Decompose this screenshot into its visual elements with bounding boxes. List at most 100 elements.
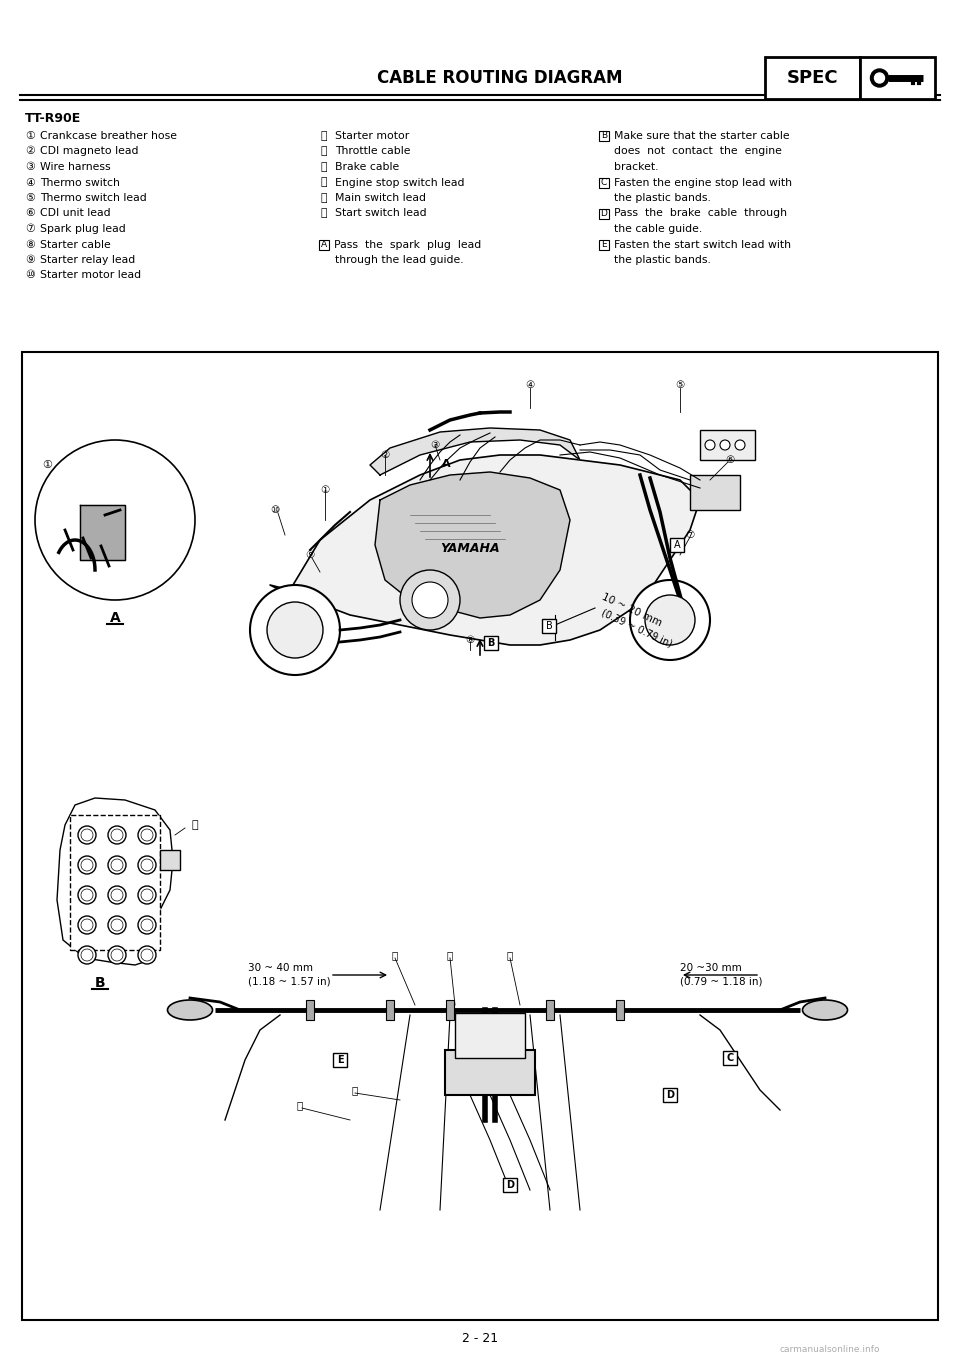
Circle shape <box>78 885 96 904</box>
Text: CABLE ROUTING DIAGRAM: CABLE ROUTING DIAGRAM <box>377 69 623 87</box>
Bar <box>700 430 755 460</box>
Text: A: A <box>109 611 120 625</box>
Ellipse shape <box>167 999 212 1020</box>
Text: ①: ① <box>321 485 329 496</box>
Bar <box>599 178 609 187</box>
Text: ⑬: ⑬ <box>446 951 453 960</box>
Circle shape <box>412 583 448 618</box>
Bar <box>503 1177 517 1192</box>
Text: ②: ② <box>380 449 390 460</box>
Polygon shape <box>370 428 580 475</box>
Text: ⑨: ⑨ <box>305 550 315 559</box>
Text: Fasten the start switch lead with: Fasten the start switch lead with <box>614 239 791 250</box>
Text: bracket.: bracket. <box>614 162 659 172</box>
Circle shape <box>138 856 156 875</box>
Text: ⑧: ⑧ <box>466 636 474 645</box>
Text: Crankcase breather hose: Crankcase breather hose <box>40 130 177 141</box>
Text: ⑮: ⑮ <box>297 1100 303 1109</box>
Text: D: D <box>506 1180 514 1190</box>
Text: B: B <box>601 132 607 140</box>
Text: Make sure that the starter cable: Make sure that the starter cable <box>614 130 790 141</box>
Bar <box>599 209 609 219</box>
Bar <box>484 636 498 650</box>
Text: ⑦: ⑦ <box>685 530 695 540</box>
Text: ⑤: ⑤ <box>676 380 684 390</box>
Bar <box>333 1052 347 1067</box>
Bar <box>690 475 740 511</box>
Bar <box>22 352 938 1320</box>
Circle shape <box>35 440 195 600</box>
Text: carmanualsonline.info: carmanualsonline.info <box>780 1346 880 1354</box>
Text: D: D <box>601 209 608 219</box>
Bar <box>670 538 684 551</box>
Ellipse shape <box>803 999 848 1020</box>
Text: the plastic bands.: the plastic bands. <box>614 193 710 202</box>
Circle shape <box>141 919 153 932</box>
Bar <box>765 57 860 99</box>
Text: (0.39 ~ 0.79 in): (0.39 ~ 0.79 in) <box>600 607 674 649</box>
Text: Starter motor: Starter motor <box>335 130 409 141</box>
Text: ⑬: ⑬ <box>320 162 326 172</box>
Text: ⑥: ⑥ <box>726 455 734 464</box>
Circle shape <box>267 602 323 659</box>
Text: ⑭: ⑭ <box>320 178 326 187</box>
Text: Spark plug lead: Spark plug lead <box>40 224 126 234</box>
Circle shape <box>141 949 153 961</box>
Circle shape <box>111 919 123 932</box>
Text: the plastic bands.: the plastic bands. <box>614 255 710 265</box>
Circle shape <box>78 947 96 964</box>
Text: 10 ~ 20 mm: 10 ~ 20 mm <box>600 592 663 629</box>
Circle shape <box>108 917 126 934</box>
Circle shape <box>81 919 93 932</box>
Circle shape <box>108 947 126 964</box>
Circle shape <box>871 69 889 87</box>
Circle shape <box>81 828 93 841</box>
Text: Starter cable: Starter cable <box>40 239 110 250</box>
Polygon shape <box>270 455 700 645</box>
Bar <box>445 1050 535 1095</box>
Circle shape <box>250 585 340 675</box>
Text: C: C <box>601 178 607 187</box>
Text: ⑯: ⑯ <box>320 209 326 219</box>
Circle shape <box>141 889 153 900</box>
Text: Starter motor lead: Starter motor lead <box>40 270 141 281</box>
Bar <box>319 239 329 250</box>
Circle shape <box>108 885 126 904</box>
Circle shape <box>138 885 156 904</box>
Circle shape <box>735 440 745 449</box>
Text: 20 ~30 mm: 20 ~30 mm <box>680 963 742 972</box>
Text: B: B <box>488 638 494 648</box>
Text: 30 ~ 40 mm: 30 ~ 40 mm <box>248 963 313 972</box>
Text: C: C <box>727 1052 733 1063</box>
Bar <box>616 999 624 1020</box>
Polygon shape <box>80 505 125 559</box>
Polygon shape <box>375 473 570 618</box>
Circle shape <box>111 889 123 900</box>
Bar <box>455 1013 525 1058</box>
Text: through the lead guide.: through the lead guide. <box>335 255 464 265</box>
Text: ⑯: ⑯ <box>352 1085 358 1095</box>
Text: (1.18 ~ 1.57 in): (1.18 ~ 1.57 in) <box>248 976 330 987</box>
Text: Starter relay lead: Starter relay lead <box>40 255 135 265</box>
Text: Throttle cable: Throttle cable <box>335 147 411 156</box>
Text: ④: ④ <box>25 178 35 187</box>
Text: Start switch lead: Start switch lead <box>335 209 426 219</box>
Text: ⑩: ⑩ <box>25 270 35 281</box>
Circle shape <box>111 860 123 870</box>
Text: CDI magneto lead: CDI magneto lead <box>40 147 138 156</box>
Text: ⑪: ⑪ <box>192 820 199 830</box>
Text: the cable guide.: the cable guide. <box>614 224 703 234</box>
Bar <box>663 1088 677 1101</box>
Text: D: D <box>666 1090 674 1100</box>
Bar <box>599 130 609 141</box>
Circle shape <box>141 860 153 870</box>
Text: ⑮: ⑮ <box>320 193 326 202</box>
Text: Engine stop switch lead: Engine stop switch lead <box>335 178 465 187</box>
Text: ⑥: ⑥ <box>25 209 35 219</box>
Circle shape <box>81 889 93 900</box>
Text: ①: ① <box>25 130 35 141</box>
Bar <box>446 999 454 1020</box>
Text: Wire harness: Wire harness <box>40 162 110 172</box>
Text: Fasten the engine stop lead with: Fasten the engine stop lead with <box>614 178 792 187</box>
Bar <box>723 1051 737 1065</box>
